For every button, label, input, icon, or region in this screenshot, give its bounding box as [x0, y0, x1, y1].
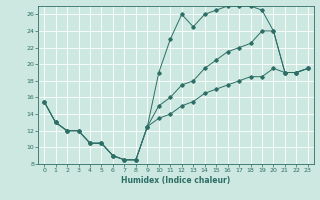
X-axis label: Humidex (Indice chaleur): Humidex (Indice chaleur)	[121, 176, 231, 185]
